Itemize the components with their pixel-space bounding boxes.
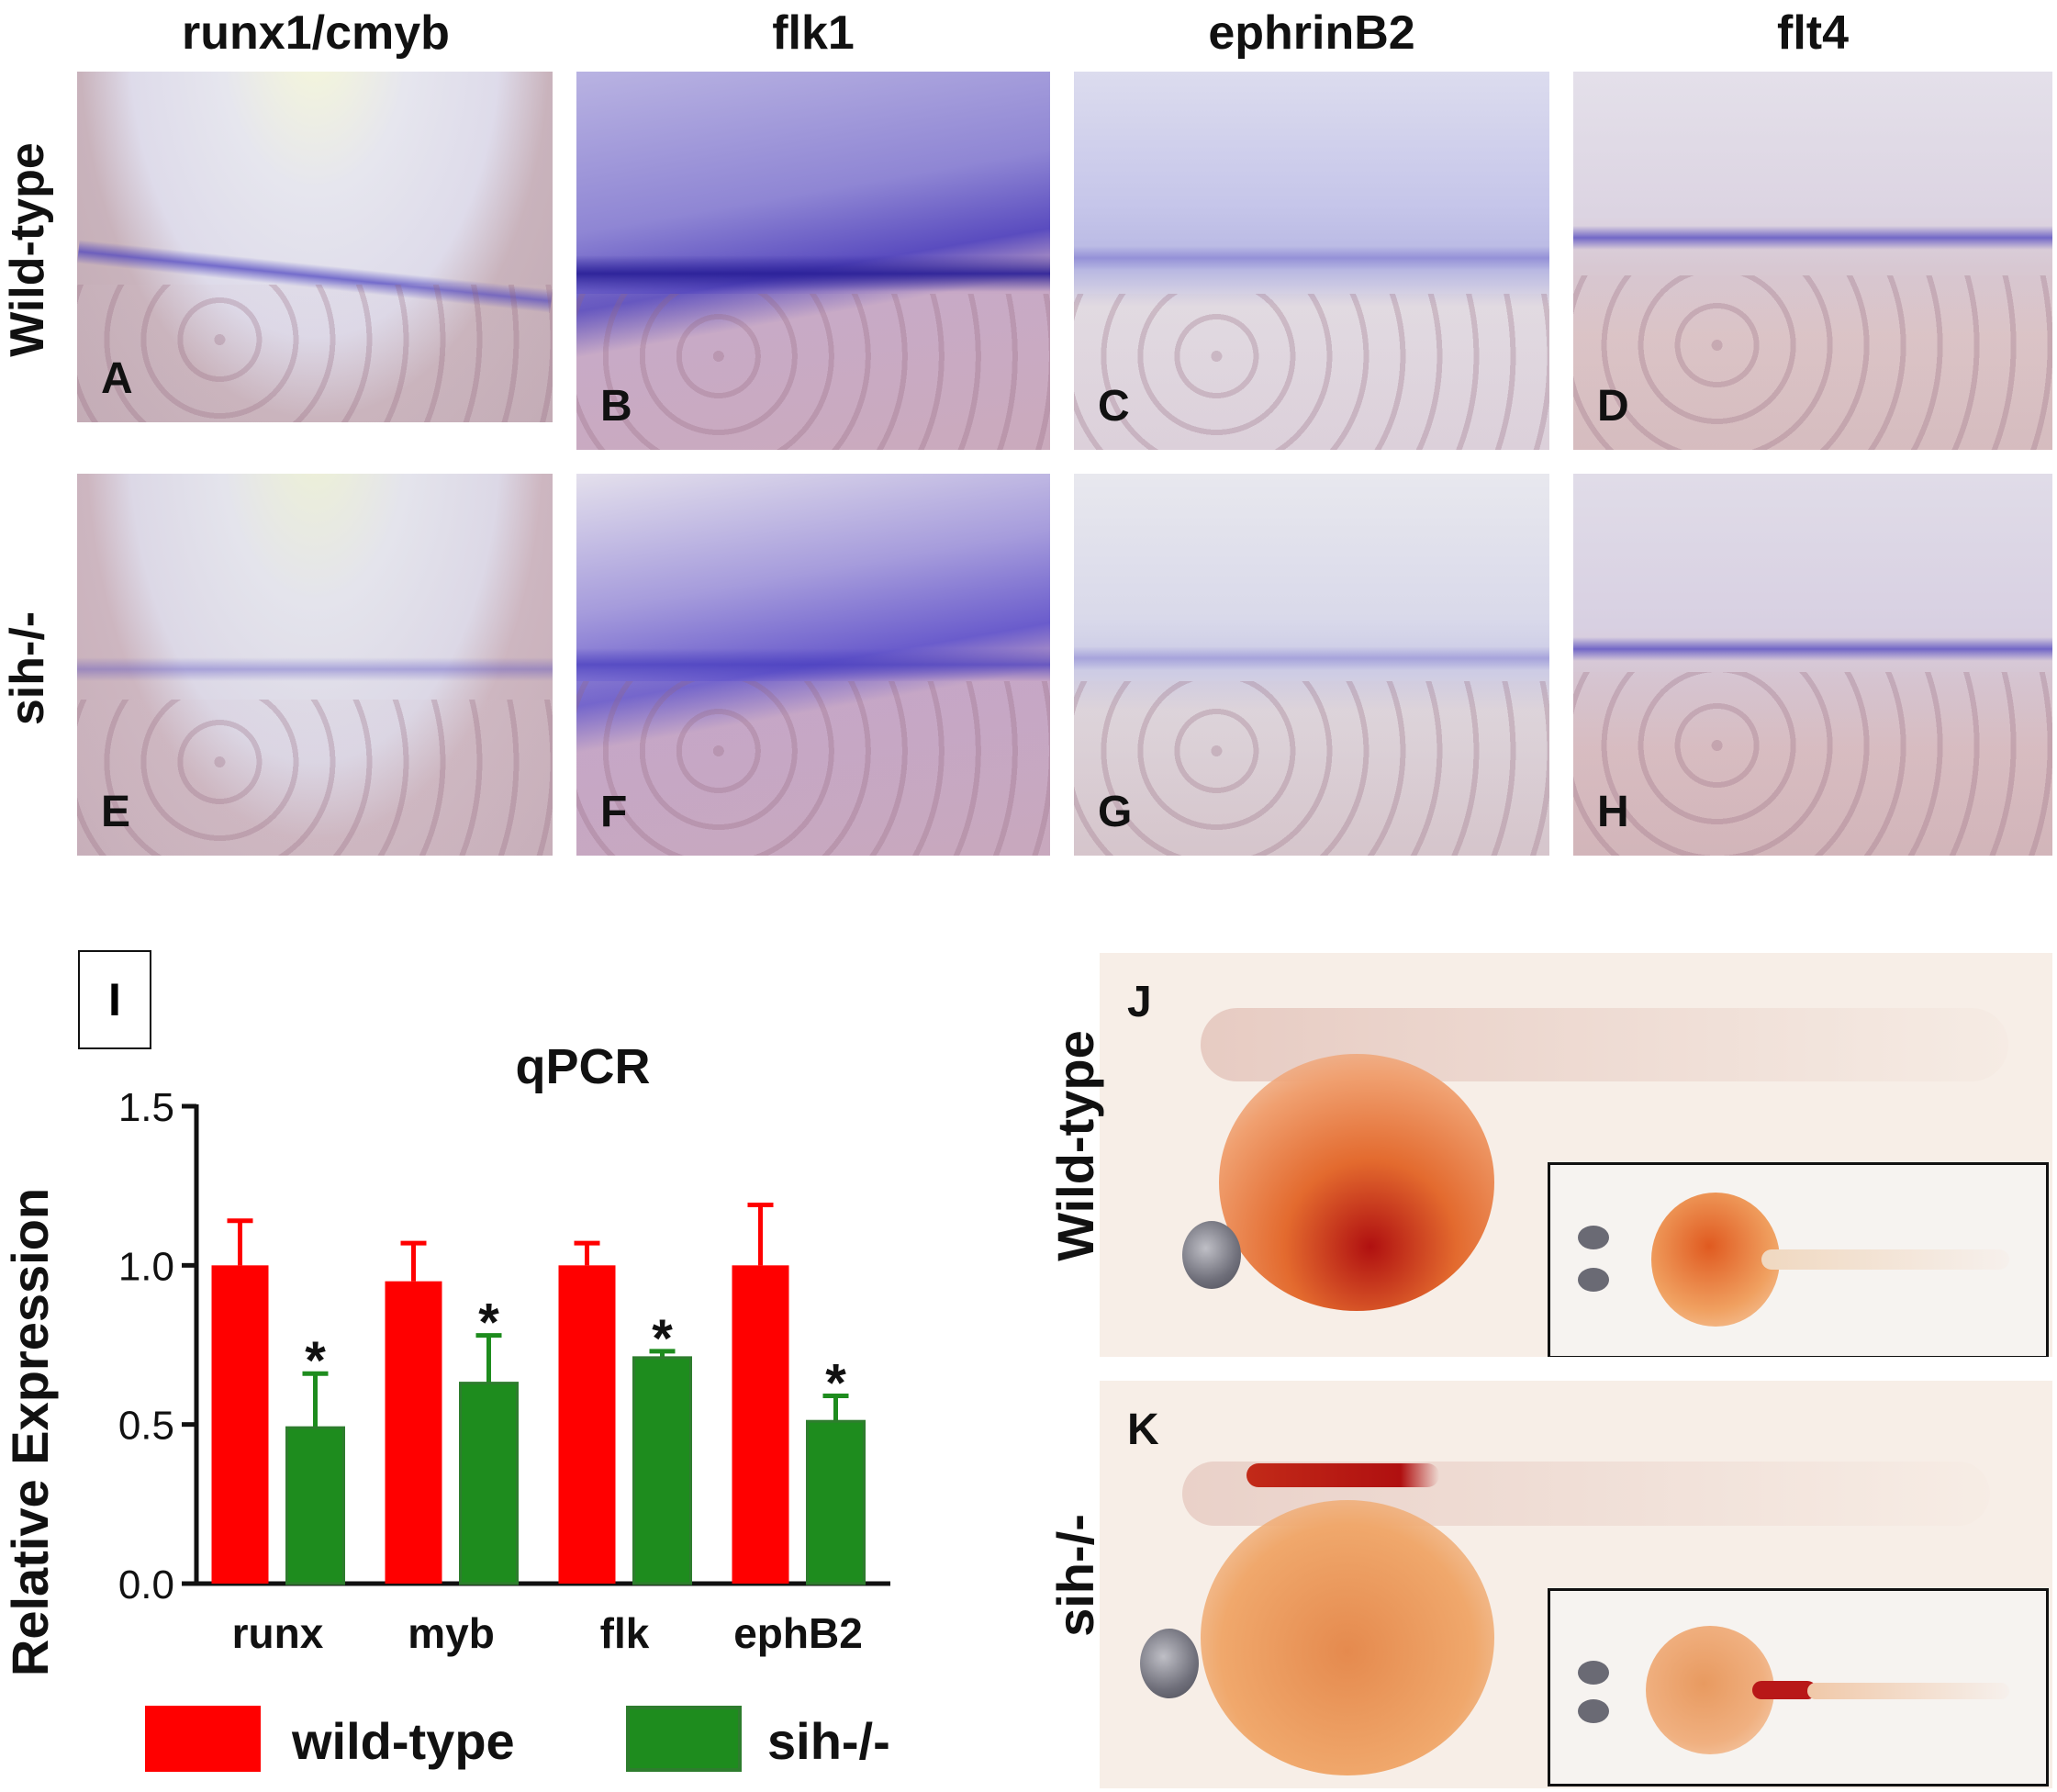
legend-swatch-sih	[626, 1706, 742, 1772]
y-tick-label: 1.0	[118, 1244, 174, 1289]
legend-swatch-wild-type	[145, 1706, 261, 1772]
significance-star: *	[305, 1331, 326, 1391]
bar-wild-type-flk	[558, 1265, 616, 1584]
panel-e-image: E	[77, 474, 553, 856]
bar-sih--runx	[285, 1426, 345, 1585]
panel-f-image: F	[576, 474, 1050, 856]
panel-letter-f: F	[600, 788, 628, 836]
panel-a-image: A	[77, 72, 553, 422]
panel-j-inset	[1548, 1162, 2049, 1357]
panel-d-image: D	[1573, 72, 2052, 450]
column-header-flk1: flk1	[772, 6, 855, 60]
row-label-k-sih: sih-/-	[1046, 1514, 1104, 1637]
x-tick-label: flk	[600, 1609, 650, 1657]
legend-label-sih: sih-/-	[767, 1712, 890, 1770]
bar-wild-type-myb	[385, 1281, 442, 1584]
panel-letter-a: A	[101, 354, 133, 403]
bar-sih--flk	[632, 1356, 692, 1585]
qpcr-bar-chart: qPCR Relative Expression 0.0 0.5 1.0 1.5 * ru…	[1, 1047, 890, 1676]
x-tick-label: myb	[408, 1609, 495, 1657]
row-label-j-wild-type: Wild-type	[1046, 1030, 1104, 1261]
panel-c-image: C	[1074, 72, 1549, 450]
row-label-sih: sih-/-	[1, 610, 54, 726]
significance-star: *	[825, 1353, 846, 1413]
panel-k-inset	[1548, 1588, 2049, 1786]
bar-sih--myb	[459, 1382, 519, 1585]
panel-letter-k: K	[1127, 1406, 1159, 1454]
y-tick-label: 1.5	[118, 1085, 174, 1130]
row-label-wild-type: Wild-type	[1, 142, 54, 357]
significance-star: *	[652, 1309, 673, 1369]
column-header-flt4: flt4	[1777, 6, 1849, 60]
chart-title: qPCR	[516, 1047, 651, 1094]
x-tick-label: ephB2	[733, 1609, 863, 1657]
panel-letter-d: D	[1597, 382, 1629, 431]
panel-k-image: K	[1100, 1381, 2052, 1788]
chart-panel-letter-i: I	[78, 950, 151, 1049]
panel-letter-g: G	[1098, 788, 1133, 836]
y-tick-label: 0.0	[118, 1562, 174, 1607]
bar-wild-type-runx	[211, 1265, 269, 1584]
panel-letter-h: H	[1597, 788, 1629, 836]
column-header-ephrinb2: ephrinB2	[1208, 6, 1415, 60]
x-tick-label: runx	[232, 1609, 324, 1657]
panel-letter-e: E	[101, 788, 131, 836]
panel-letter-b: B	[600, 382, 632, 431]
column-header-runx1-cmyb: runx1/cmyb	[182, 6, 450, 60]
panel-b-image: B	[576, 72, 1050, 450]
legend-label-wild-type: wild-type	[292, 1712, 515, 1770]
panel-j-image: J	[1100, 953, 2052, 1357]
y-tick-label: 0.5	[118, 1404, 174, 1449]
y-axis-label: Relative Expression	[1, 1188, 59, 1676]
bar-sih--ephB2	[806, 1419, 866, 1585]
significance-star: *	[478, 1294, 499, 1353]
bar-wild-type-ephB2	[732, 1265, 789, 1584]
panel-h-image: H	[1573, 474, 2052, 856]
panel-letter-j: J	[1127, 978, 1152, 1026]
panel-letter-c: C	[1098, 382, 1130, 431]
panel-g-image: G	[1074, 474, 1549, 856]
